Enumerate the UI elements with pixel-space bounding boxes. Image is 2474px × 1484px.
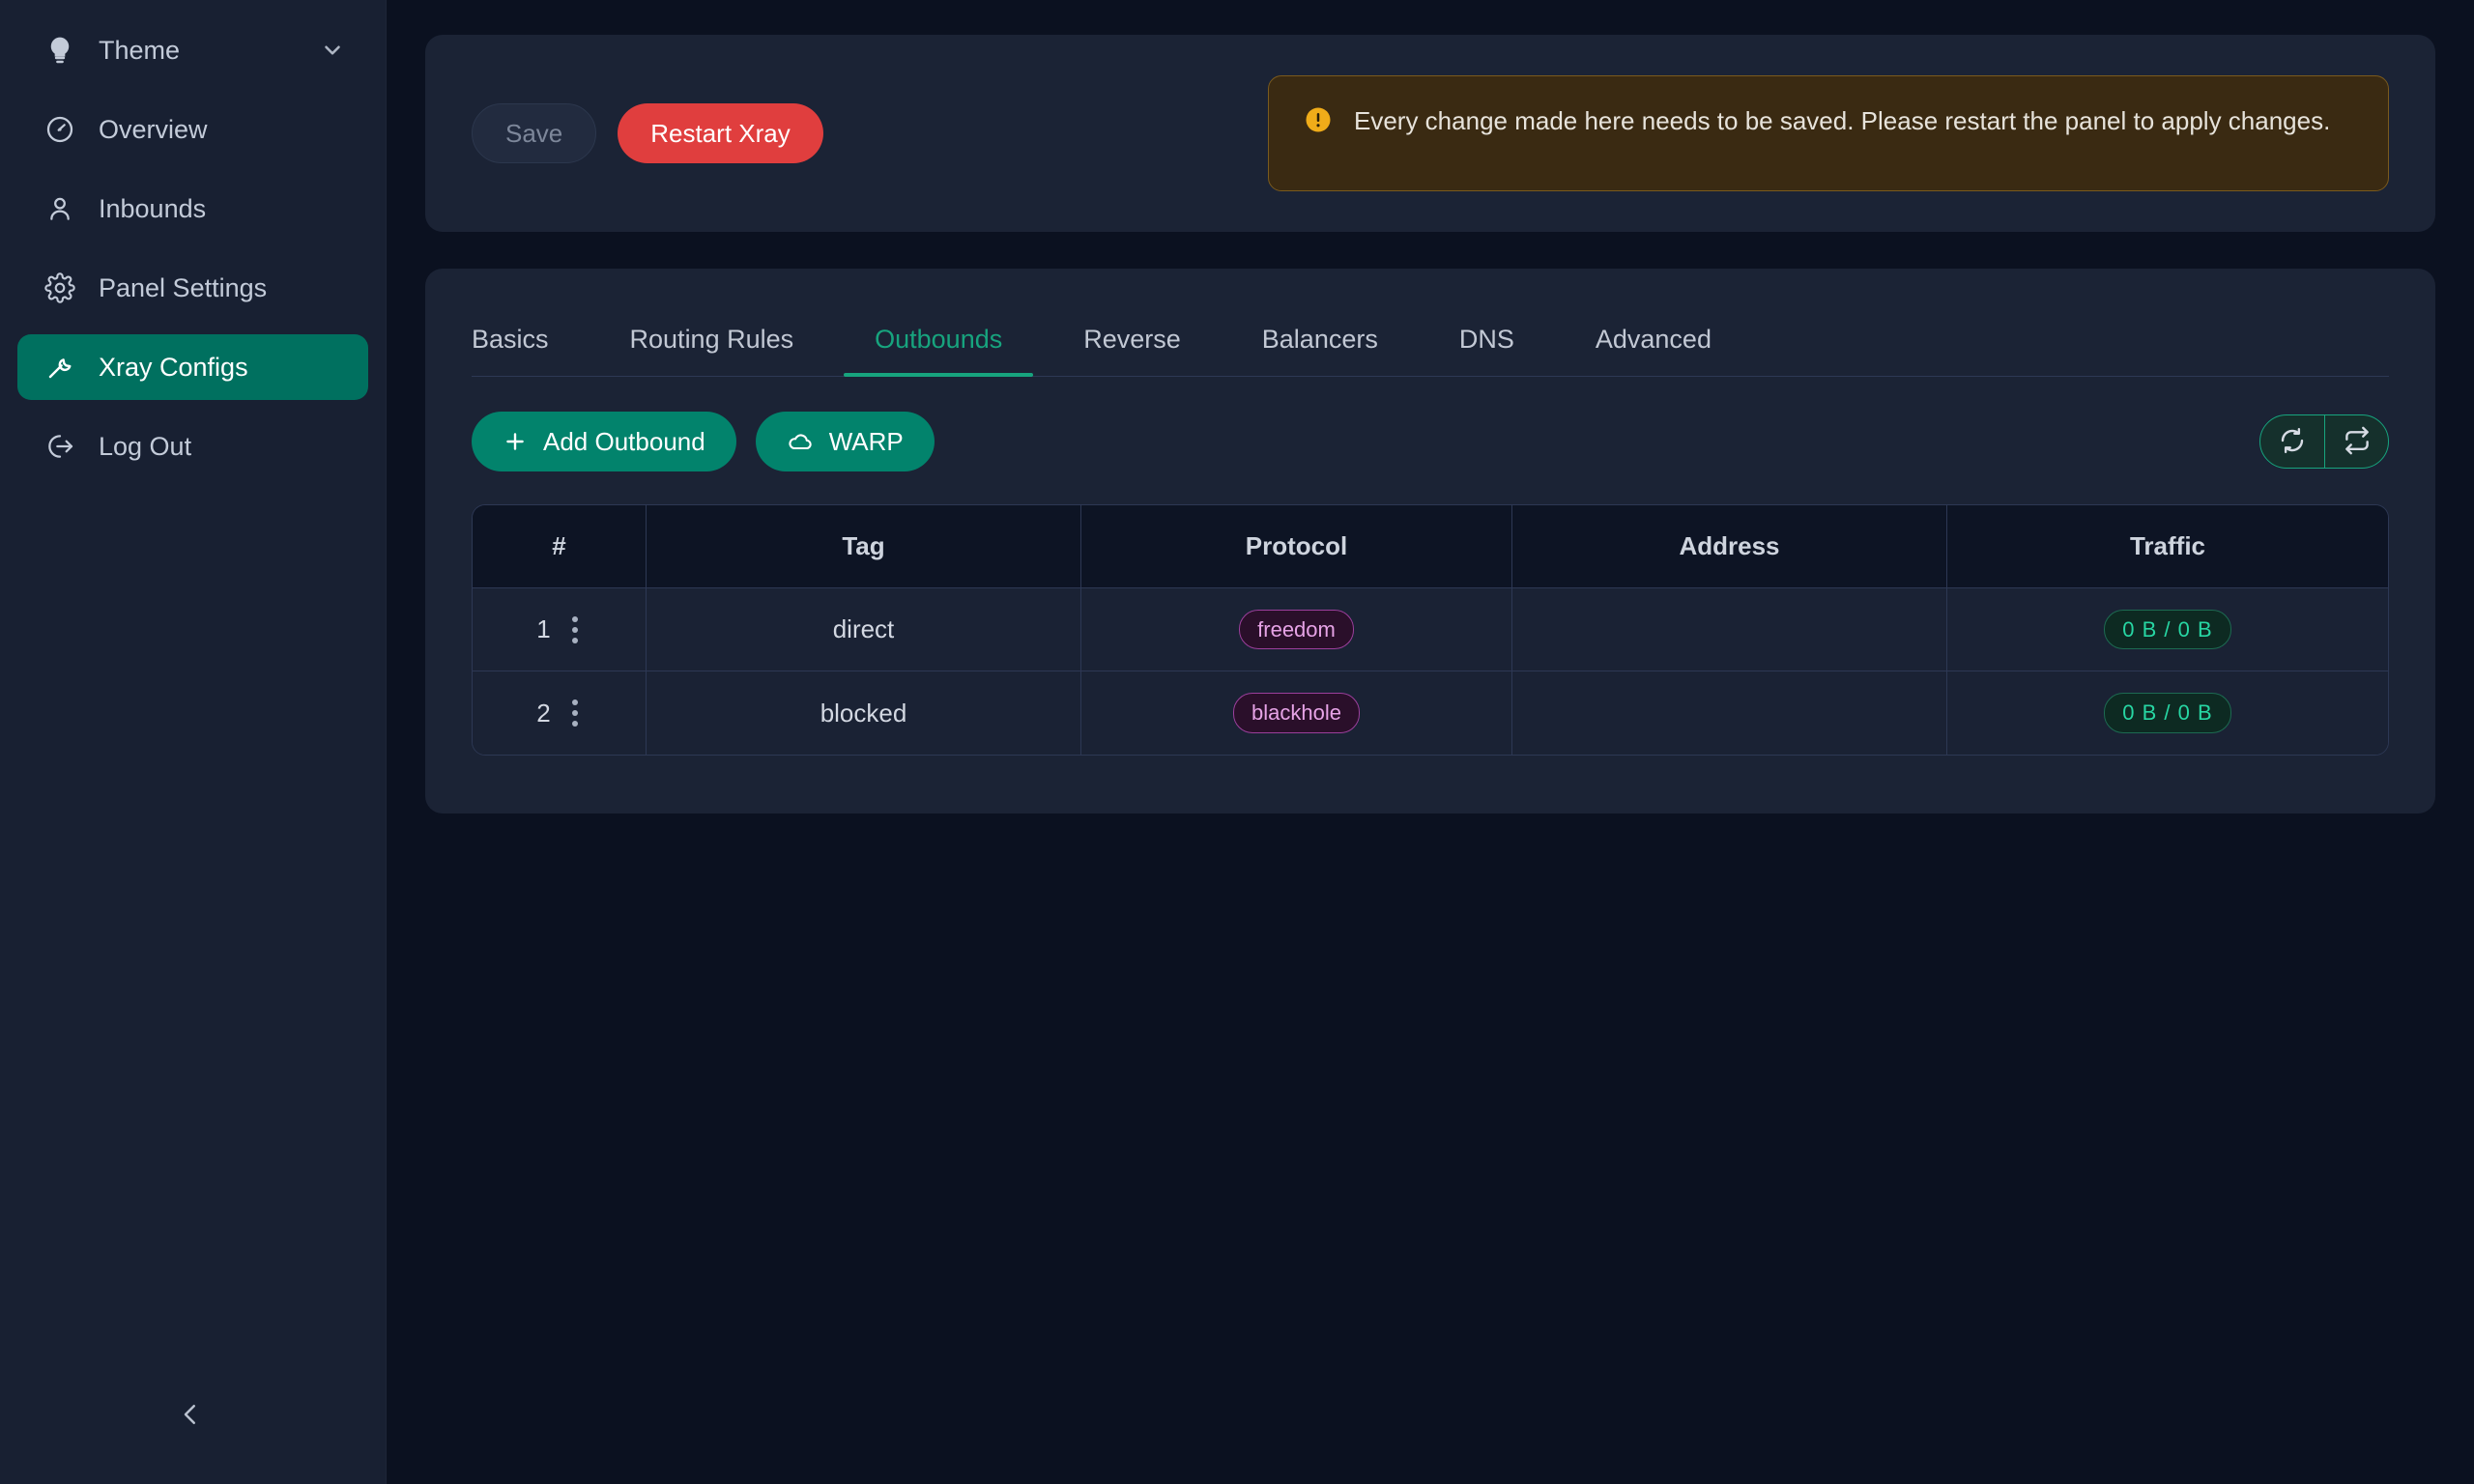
- sidebar-item-label: Overview: [99, 114, 208, 144]
- sidebar-item-label: Theme: [99, 35, 181, 65]
- plus-icon: [503, 429, 528, 454]
- kebab-menu-icon[interactable]: [568, 696, 582, 730]
- sidebar-item-inbounds[interactable]: Inbounds: [17, 176, 368, 242]
- exclamation-circle-icon: [1302, 105, 1335, 134]
- sidebar-item-xray-configs[interactable]: Xray Configs: [17, 334, 368, 400]
- xray-configs-card: Basics Routing Rules Outbounds Reverse B…: [425, 269, 2435, 813]
- protocol-badge: blackhole: [1233, 693, 1360, 733]
- action-bar-card: Save Restart Xray Every change made here…: [425, 35, 2435, 232]
- warning-alert-text: Every change made here needs to be saved…: [1354, 106, 2331, 135]
- sidebar-item-theme[interactable]: Theme: [17, 17, 368, 83]
- table-header-row: # Tag Protocol Address Traffic: [473, 505, 2388, 588]
- restart-xray-button[interactable]: Restart Xray: [618, 103, 823, 163]
- protocol-badge: freedom: [1239, 609, 1354, 650]
- sidebar-item-overview[interactable]: Overview: [17, 97, 368, 162]
- tab-outbounds[interactable]: Outbounds: [844, 307, 1034, 377]
- chevron-down-icon[interactable]: [320, 38, 345, 63]
- refresh-icon: [2278, 426, 2307, 458]
- column-header-traffic: Traffic: [1947, 505, 2388, 588]
- repeat-button[interactable]: [2324, 415, 2388, 468]
- table-row[interactable]: 2 blocked blackhole 0 B / 0 B: [473, 671, 2388, 755]
- column-header-protocol: Protocol: [1081, 505, 1512, 588]
- kebab-menu-icon[interactable]: [568, 613, 582, 647]
- cell-traffic: 0 B / 0 B: [1947, 588, 2388, 671]
- save-button[interactable]: Save: [472, 103, 597, 163]
- cell-protocol: blackhole: [1081, 671, 1512, 755]
- sidebar-item-label: Log Out: [99, 431, 192, 461]
- add-outbound-button[interactable]: Add Outbound: [472, 412, 736, 471]
- column-header-address: Address: [1512, 505, 1947, 588]
- sidebar-item-panel-settings[interactable]: Panel Settings: [17, 255, 368, 321]
- outbounds-action-row: Add Outbound WARP: [472, 412, 2389, 471]
- chevron-left-icon: [176, 1400, 205, 1434]
- traffic-badge: 0 B / 0 B: [2104, 693, 2231, 733]
- cell-tag: direct: [647, 588, 1081, 671]
- sidebar-item-log-out[interactable]: Log Out: [17, 414, 368, 479]
- column-header-tag: Tag: [647, 505, 1081, 588]
- warning-alert: Every change made here needs to be saved…: [1268, 75, 2389, 191]
- tab-balancers[interactable]: Balancers: [1261, 325, 1378, 354]
- table-head: # Tag Protocol Address Traffic: [473, 505, 2388, 588]
- tab-advanced[interactable]: Advanced: [1595, 325, 1712, 354]
- add-outbound-label: Add Outbound: [543, 426, 705, 456]
- tab-routing-rules[interactable]: Routing Rules: [629, 325, 794, 354]
- traffic-badge: 0 B / 0 B: [2104, 609, 2231, 650]
- column-header-index: #: [473, 505, 647, 588]
- gauge-icon: [41, 110, 79, 149]
- table-body: 1 direct freedom 0 B / 0 B: [473, 588, 2388, 755]
- cloud-icon: [787, 428, 814, 455]
- sidebar-collapse-button[interactable]: [0, 1387, 387, 1445]
- cell-address: [1512, 588, 1947, 671]
- table-row[interactable]: 1 direct freedom 0 B / 0 B: [473, 588, 2388, 671]
- wrench-icon: [41, 348, 79, 386]
- cell-index: 1: [473, 588, 647, 671]
- tab-bar: Basics Routing Rules Outbounds Reverse B…: [472, 307, 2389, 377]
- row-index: 2: [536, 698, 551, 728]
- logout-icon: [41, 427, 79, 466]
- main-content: Save Restart Xray Every change made here…: [387, 0, 2474, 1484]
- outbounds-table: # Tag Protocol Address Traffic 1: [472, 504, 2389, 756]
- warp-label: WARP: [828, 426, 904, 456]
- refresh-button[interactable]: [2260, 415, 2324, 468]
- cell-address: [1512, 671, 1947, 755]
- cell-protocol: freedom: [1081, 588, 1512, 671]
- user-icon: [41, 189, 79, 228]
- repeat-icon: [2343, 426, 2372, 458]
- sidebar-item-label: Inbounds: [99, 193, 207, 223]
- table-tools-group: [2259, 414, 2389, 469]
- cell-index: 2: [473, 671, 647, 755]
- tab-dns[interactable]: DNS: [1458, 325, 1514, 354]
- cell-tag: blocked: [647, 671, 1081, 755]
- tab-basics[interactable]: Basics: [472, 325, 549, 354]
- gear-icon: [41, 269, 79, 307]
- bulb-icon: [41, 31, 79, 70]
- sidebar-item-label: Xray Configs: [99, 352, 248, 382]
- sidebar: Theme Overview: [0, 0, 387, 1484]
- cell-traffic: 0 B / 0 B: [1947, 671, 2388, 755]
- tab-reverse[interactable]: Reverse: [1083, 325, 1181, 354]
- warp-button[interactable]: WARP: [755, 412, 935, 471]
- sidebar-item-label: Panel Settings: [99, 272, 268, 302]
- row-index: 1: [536, 614, 551, 643]
